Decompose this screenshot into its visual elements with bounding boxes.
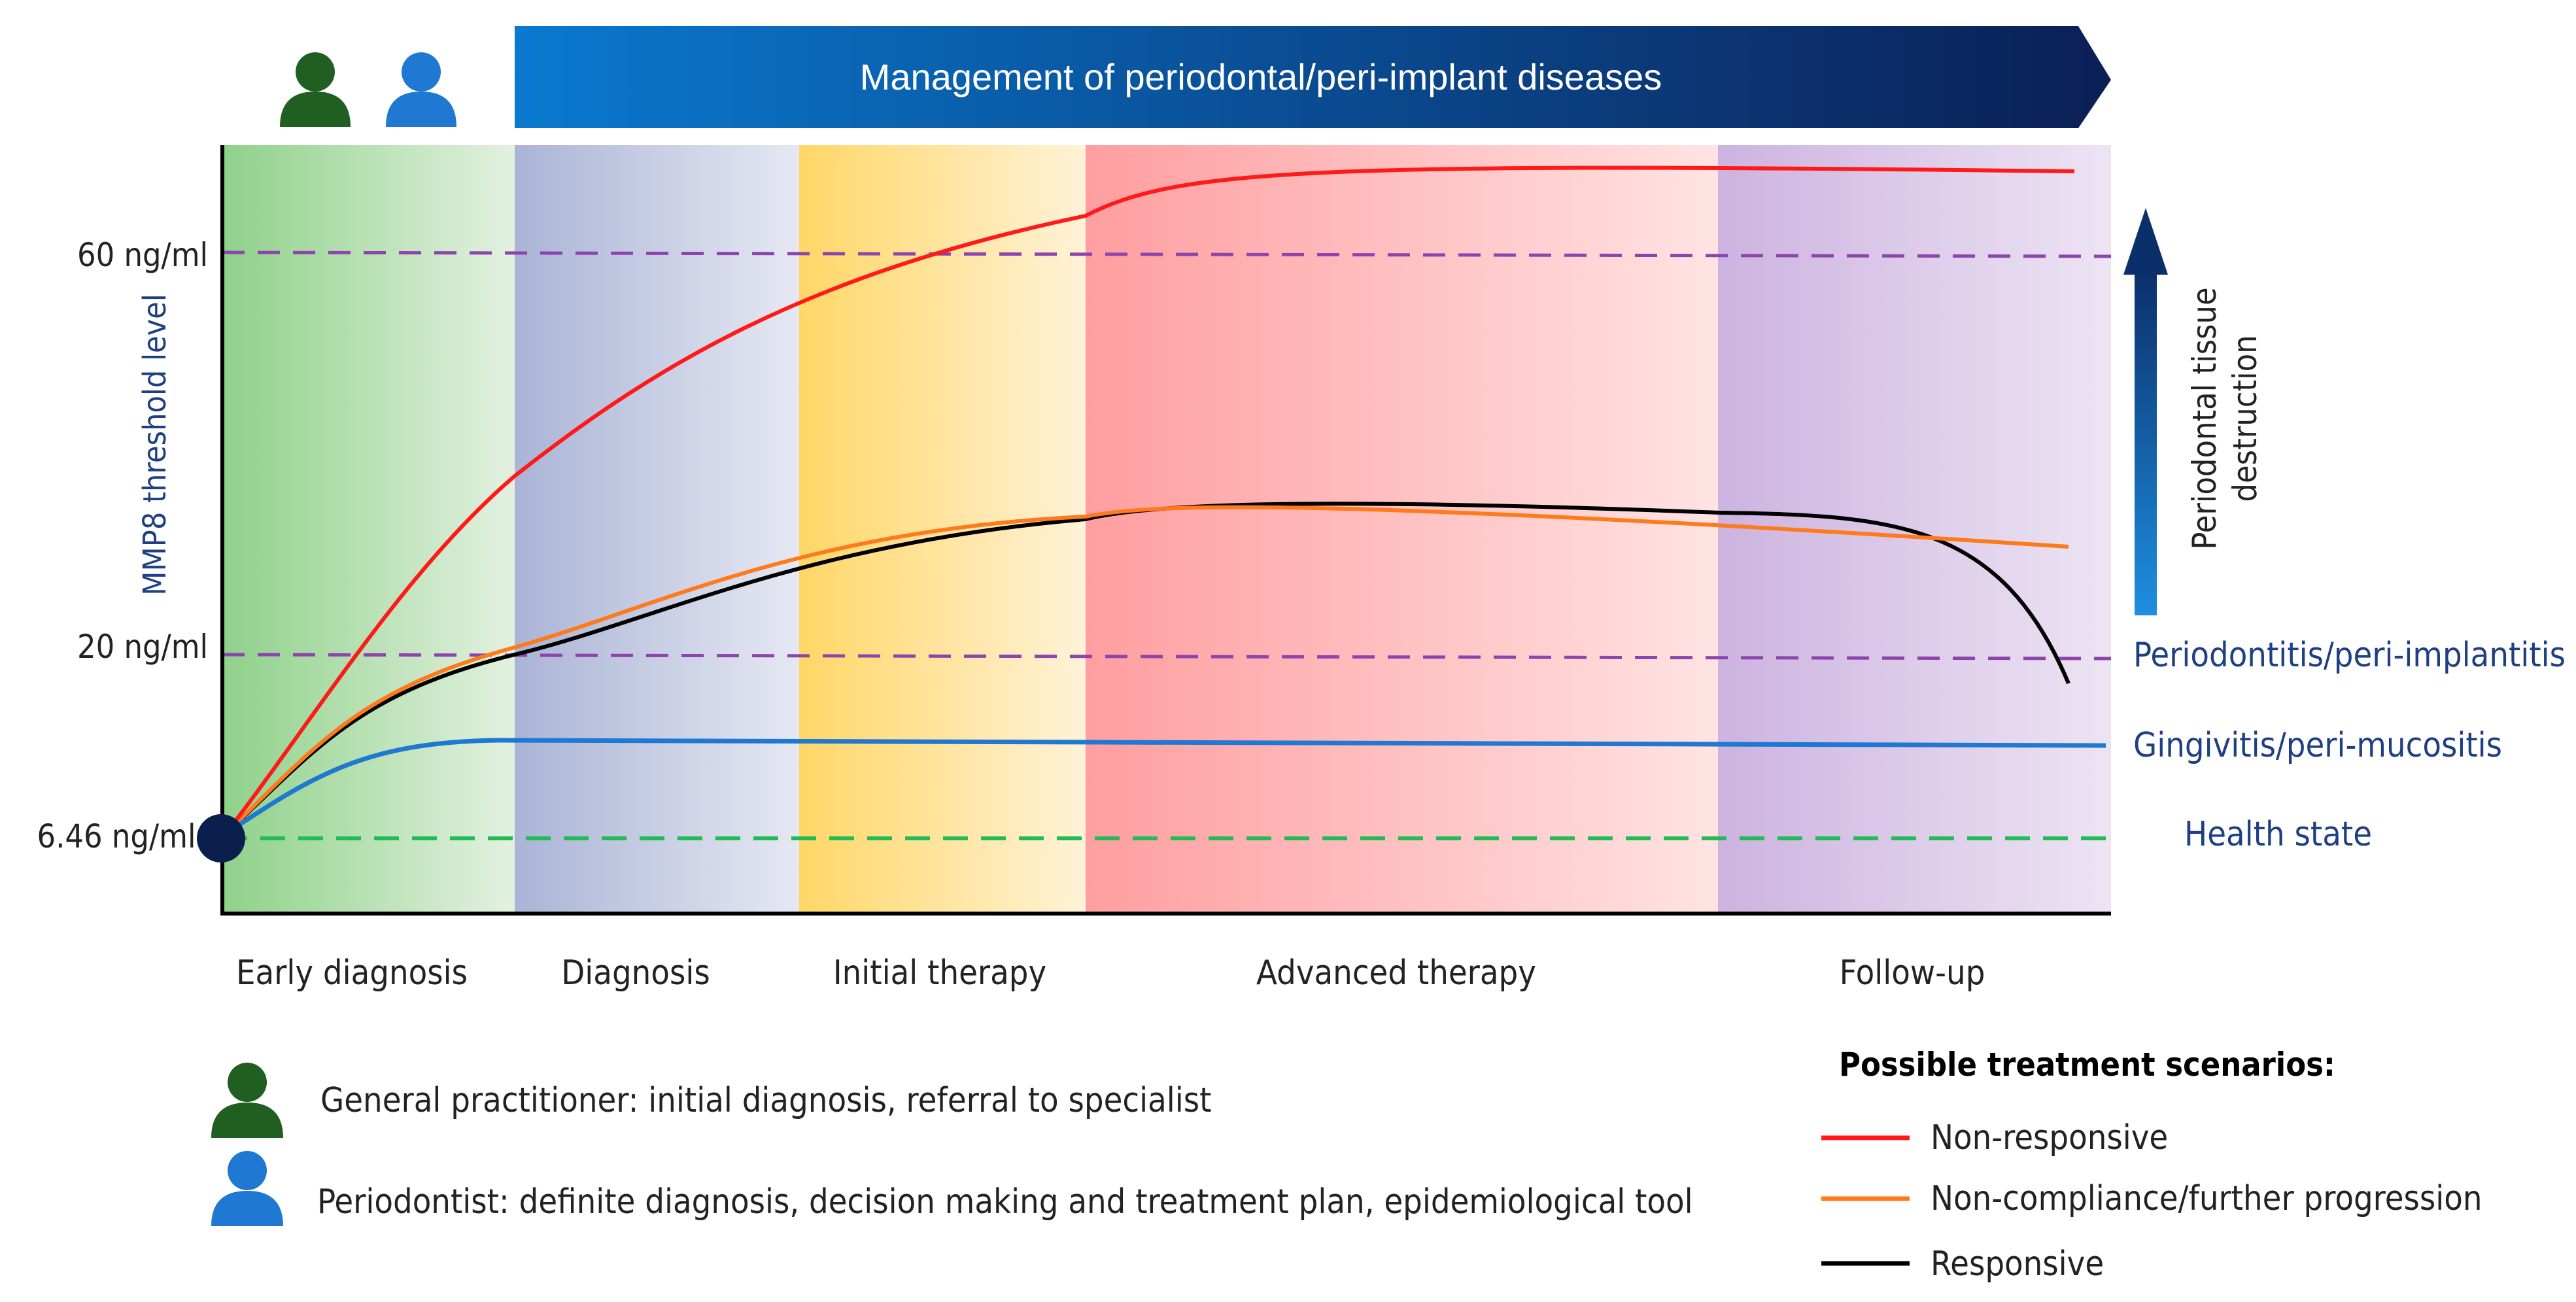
tissue-destruction-arrow [2123,208,2168,615]
y-axis-title: MMP8 threshold level [137,294,173,595]
threshold-line-20 [222,653,2112,660]
phase-band-diagnosis [515,145,799,914]
gingivitis-label: Gingivitis/peri-mucositis [2133,726,2502,765]
non-compliance-curve [224,505,2069,836]
phase-label-follow-up: Follow-up [1840,953,1985,993]
legend-title: Possible treatment scenarios: [1839,1046,2335,1084]
legend-label-non-responsive: Non-responsive [1931,1118,2168,1157]
gp-person-icon [280,52,351,127]
y-tick-20: 20 ng/ml [77,628,208,666]
periodontist-role-icon [211,1151,283,1226]
origin-dot [197,814,245,863]
threshold-line-60 [222,250,2112,258]
destruction-label-line2: destruction [2226,335,2264,502]
periodontist-role-text: Periodontist: definite diagnosis, decisi… [317,1182,1693,1222]
legend-label-non-compliance: Non-compliance/further progression [1931,1179,2482,1218]
destruction-arrow-shaft [2135,272,2157,615]
header-banner-arrow [515,26,2111,128]
phase-label-initial-therapy: Initial therapy [833,953,1046,993]
y-tick-60: 60 ng/ml [77,236,208,274]
legend-label-responsive: Responsive [1931,1244,2104,1284]
non-responsive-curve [224,165,2075,835]
phase-band-early-diagnosis [222,145,515,914]
periodontist-person-icon [386,52,456,127]
destruction-arrow-head [2123,208,2168,275]
header-title: Management of periodontal/peri-implant d… [860,56,1662,97]
phase-label-early-diagnosis: Early diagnosis [236,953,468,993]
periodontitis-label: Periodontitis/peri-implantitis [2133,636,2566,675]
phase-band-advanced-therapy [1086,145,1718,914]
phase-bands [222,145,2111,914]
y-tick-6-46: 6.46 ng/ml [37,817,196,855]
header-banner: Management of periodontal/peri-implant d… [515,26,2111,128]
phase-label-advanced-therapy: Advanced therapy [1256,953,1536,993]
phase-label-diagnosis: Diagnosis [561,953,710,993]
gp-role-text: General practitioner: initial diagnosis,… [320,1081,1211,1120]
gp-role-icon [211,1063,283,1138]
gingivitis-curve [224,738,2106,836]
destruction-label-line1: Periodontal tissue [2186,287,2224,549]
responsive-curve [224,502,2070,836]
health-state-label: Health state [2184,815,2372,854]
